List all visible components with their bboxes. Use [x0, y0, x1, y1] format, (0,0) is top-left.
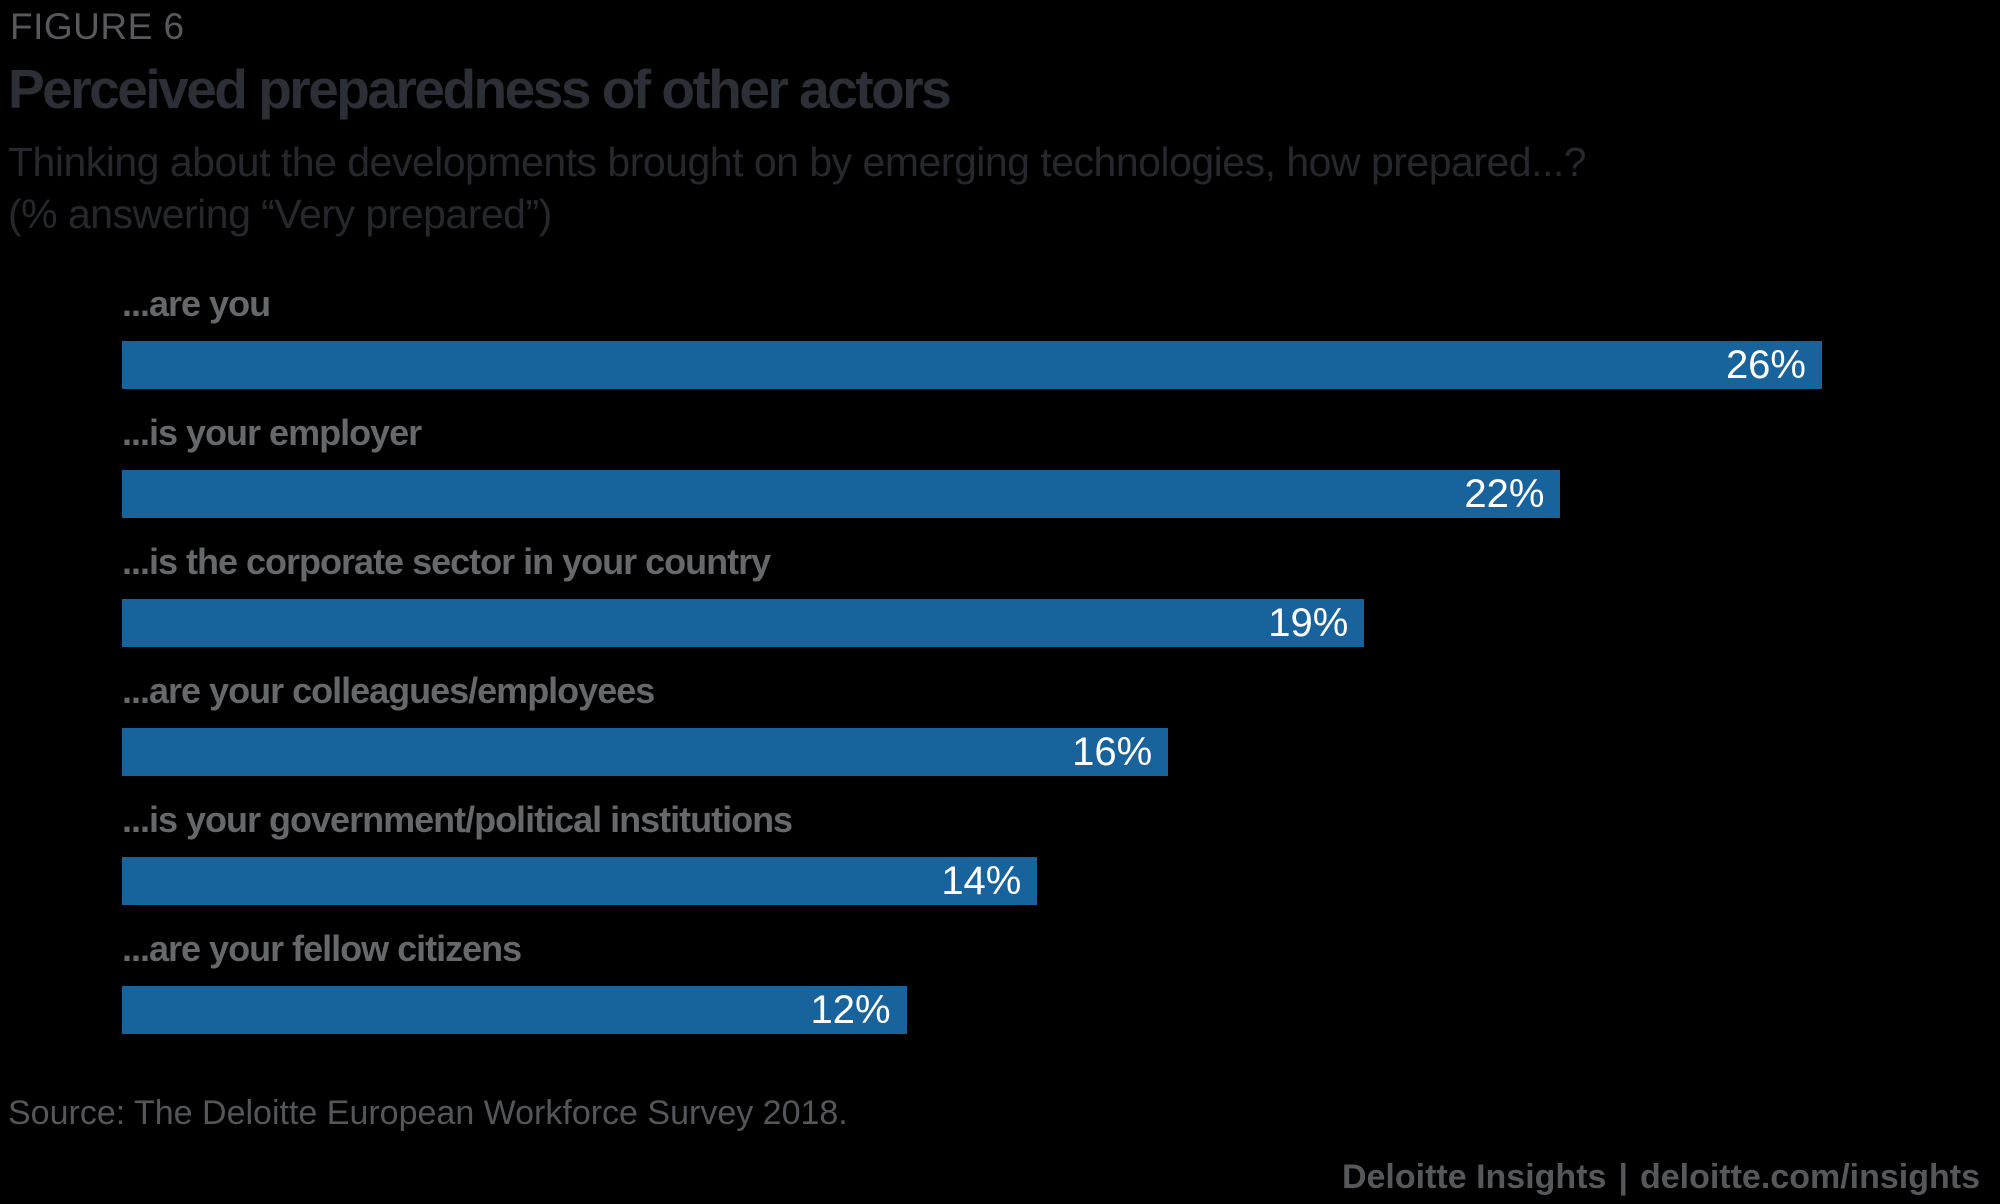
- category-label: ...are your colleagues/employees: [122, 670, 655, 711]
- bar-row: ...are your fellow citizens 12%: [122, 926, 1882, 1055]
- bar-row: ...is your government/political institut…: [122, 797, 1882, 926]
- category-label: ...are you: [122, 283, 271, 324]
- brand-name: Deloitte Insights: [1341, 1158, 1607, 1196]
- chart-subtitle-line-1: Thinking about the developments brought …: [8, 139, 1587, 185]
- bar: 26%: [122, 341, 1822, 389]
- bar-value-label: 12%: [810, 988, 891, 1032]
- brand-footer: Deloitte Insights | deloitte.com/insights: [1336, 1156, 1986, 1198]
- bar-chart: ...are you 26% ...is your employer 22% .…: [122, 281, 1882, 1055]
- chart-title: Perceived preparedness of other actors: [8, 58, 952, 120]
- bar: 16%: [122, 728, 1169, 776]
- figure-number-label: FIGURE 6: [10, 6, 185, 47]
- chart-subtitle: Thinking about the developments brought …: [8, 136, 1587, 240]
- brand-site: deloitte.com/insights: [1639, 1158, 1980, 1196]
- source-note: Source: The Deloitte European Workforce …: [8, 1094, 848, 1132]
- category-label: ...are your fellow citizens: [122, 928, 522, 969]
- bar: 22%: [122, 470, 1561, 518]
- chart-subtitle-line-2: (% answering “Very prepared”): [8, 191, 552, 237]
- bar-row: ...is your employer 22%: [122, 410, 1882, 539]
- bar-row: ...is the corporate sector in your count…: [122, 539, 1882, 668]
- category-label: ...is the corporate sector in your count…: [122, 541, 771, 582]
- bar-value-label: 26%: [1725, 343, 1806, 387]
- bar-value-label: 19%: [1268, 601, 1349, 645]
- bar: 12%: [122, 986, 907, 1034]
- category-label: ...is your government/political institut…: [122, 799, 793, 840]
- bar-row: ...are you 26%: [122, 281, 1882, 410]
- bar: 19%: [122, 599, 1365, 647]
- bar-value-label: 22%: [1464, 472, 1545, 516]
- bar-value-label: 14%: [941, 859, 1022, 903]
- bar-value-label: 16%: [1072, 730, 1153, 774]
- bar-row: ...are your colleagues/employees 16%: [122, 668, 1882, 797]
- bar: 14%: [122, 857, 1038, 905]
- footer-separator: |: [1618, 1158, 1628, 1196]
- category-label: ...is your employer: [122, 412, 422, 453]
